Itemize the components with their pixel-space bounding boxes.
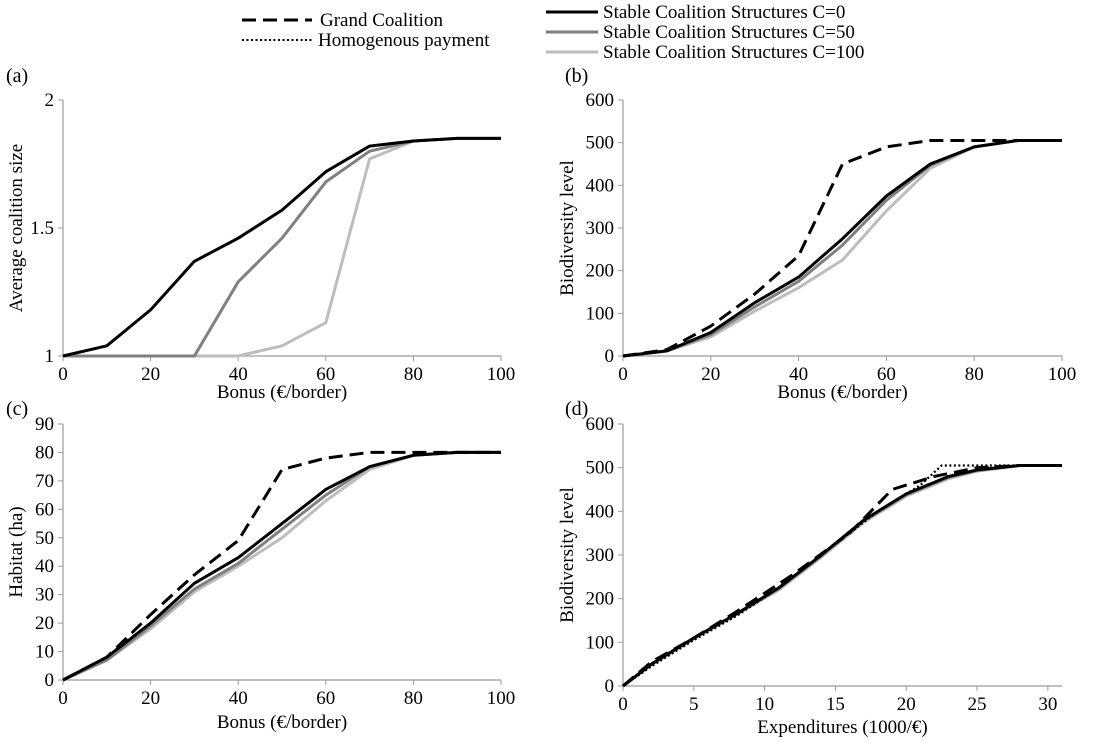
series-line-stable-coalition-structures-c-0	[62, 450, 501, 682]
x-axis-label: Bonus (€/border)	[217, 382, 347, 403]
x-tick-label: 10	[755, 694, 774, 715]
y-tick-label: 0	[605, 346, 615, 367]
x-tick-label: 20	[897, 694, 916, 715]
x-tick-label: 100	[487, 364, 516, 385]
series-line-stable-coalition-structures-c-0	[622, 139, 1062, 358]
y-tick-label: 0	[45, 670, 55, 691]
series-line-grand-coalition	[62, 450, 501, 682]
legend-label-4: Stable Coalition Structures C=100	[603, 42, 864, 63]
x-tick-label: 40	[789, 364, 808, 385]
series-line-stable-coalition-structures-c-50	[622, 139, 1062, 358]
y-tick-label: 400	[586, 175, 615, 196]
legend-label-0: Grand Coalition	[320, 10, 443, 31]
y-tick-label: 60	[35, 499, 54, 520]
legend-label-2: Stable Coalition Structures C=0	[603, 2, 845, 23]
y-axis-label: Habitat (ha)	[6, 506, 27, 597]
y-tick-label: 500	[586, 133, 615, 154]
series-line-stable-coalition-structures-c-50	[622, 464, 1062, 688]
y-axis-label: Biodiversity level	[557, 160, 578, 296]
y-tick-label: 200	[586, 261, 615, 282]
x-tick-label: 60	[316, 364, 335, 385]
y-tick-label: 100	[586, 632, 615, 653]
y-tick-label: 400	[586, 501, 615, 522]
x-tick-label: 5	[689, 694, 699, 715]
series-line-stable-coalition-structures-c-50	[63, 136, 501, 358]
series-line-stable-coalition-structures-c-100	[63, 136, 501, 358]
panel-label: (d)	[565, 398, 588, 420]
y-tick-label: 50	[35, 528, 54, 549]
x-tick-label: 30	[1038, 694, 1057, 715]
x-tick-label: 100	[487, 688, 516, 709]
y-tick-label: 2	[45, 90, 55, 111]
y-tick-label: 70	[35, 471, 54, 492]
legend-label-1: Homogenous payment	[318, 30, 490, 51]
x-tick-label: 100	[1048, 364, 1077, 385]
y-tick-label: 30	[35, 585, 54, 606]
x-tick-label: 20	[141, 688, 160, 709]
x-tick-label: 40	[229, 364, 248, 385]
x-axis-label: Expenditures (1000/€)	[757, 717, 927, 738]
panel-label: (c)	[6, 398, 28, 420]
y-tick-label: 500	[586, 458, 615, 479]
x-tick-label: 80	[404, 364, 423, 385]
x-tick-label: 20	[701, 364, 720, 385]
x-tick-label: 25	[968, 694, 987, 715]
panel-1: (b) 0 20 40 60 80 100 0 100 200 300 400 500 600 Bonus …	[557, 65, 1076, 403]
x-tick-label: 60	[877, 364, 896, 385]
series-line-stable-coalition-structures-c-0	[62, 136, 501, 358]
legend-label-3: Stable Coalition Structures C=50	[603, 22, 855, 43]
x-tick-label: 40	[229, 688, 248, 709]
y-axis-label: Biodiversity level	[557, 487, 578, 623]
x-tick-label: 80	[404, 688, 423, 709]
y-tick-label: 10	[35, 642, 54, 663]
y-tick-label: 1	[45, 346, 55, 367]
x-tick-label: 0	[618, 694, 628, 715]
y-tick-label: 80	[35, 442, 54, 463]
panel-2: (c) 0 20 40 60 80 100 0 10 20 30 40 50 60 70 80 90 Bonus …	[6, 398, 515, 733]
y-tick-label: 200	[586, 589, 615, 610]
y-tick-label: 600	[586, 90, 615, 111]
panel-0: (a) 0 20 40 60 80 100 1 1.5 2 Bonus (€/border) Aver…	[6, 65, 515, 403]
x-tick-label: 15	[826, 694, 845, 715]
series-line-grand-coalition	[622, 139, 1062, 358]
y-tick-label: 0	[605, 676, 615, 697]
x-tick-label: 80	[965, 364, 984, 385]
y-tick-label: 20	[35, 613, 54, 634]
x-tick-label: 0	[58, 688, 68, 709]
panel-3: (d)0 5 10 15 20 25 300100200300400500600Expend…	[557, 398, 1062, 738]
x-axis-label: Bonus (€/border)	[217, 712, 347, 733]
y-tick-label: 300	[586, 218, 615, 239]
series-line-stable-coalition-structures-c-100	[622, 464, 1062, 688]
series-line-grand-coalition	[622, 464, 1062, 688]
y-axis-label: Average coalition size	[6, 144, 27, 312]
y-tick-label: 300	[586, 545, 615, 566]
panel-label: (b)	[565, 65, 588, 87]
y-tick-label: 600	[586, 414, 615, 435]
x-tick-label: 0	[58, 364, 68, 385]
x-tick-label: 60	[316, 688, 335, 709]
series-line-stable-coalition-structures-c-100	[622, 139, 1062, 358]
series-line-homogenous-payment	[622, 464, 1062, 687]
x-tick-label: 0	[618, 364, 628, 385]
y-tick-label: 1.5	[30, 218, 54, 239]
y-tick-label: 90	[35, 414, 54, 435]
x-axis-label: Bonus (€/border)	[777, 382, 907, 403]
y-tick-label: 100	[586, 303, 615, 324]
x-tick-label: 20	[141, 364, 160, 385]
series-line-stable-coalition-structures-c-100	[62, 450, 501, 682]
series-line-stable-coalition-structures-c-0	[622, 464, 1062, 688]
y-tick-label: 40	[35, 556, 54, 577]
panel-label: (a)	[6, 65, 28, 87]
